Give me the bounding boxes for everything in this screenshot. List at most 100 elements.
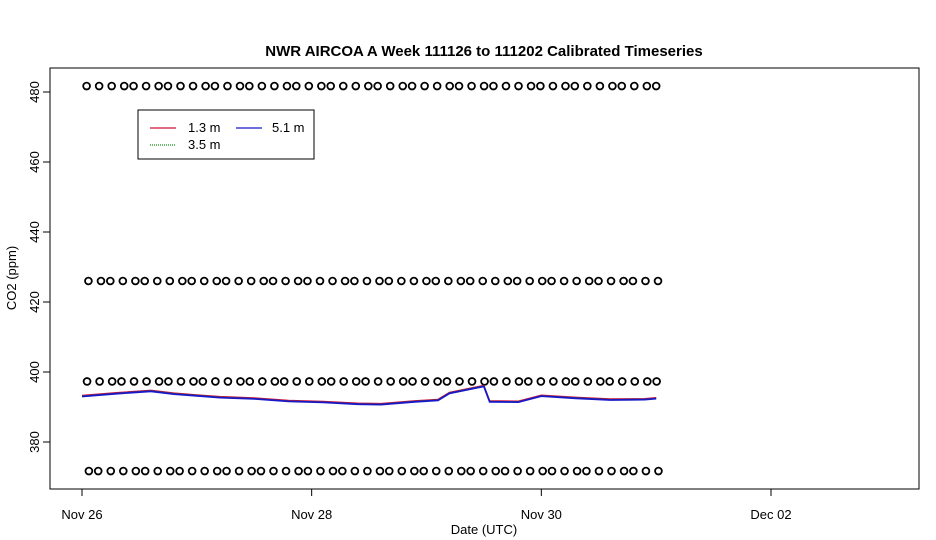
scatter-point bbox=[480, 377, 489, 386]
series-line-5-1-m bbox=[81, 385, 657, 406]
scatter-point bbox=[419, 466, 428, 476]
scatter-point bbox=[187, 276, 196, 286]
scatter-point bbox=[188, 81, 198, 91]
scatter-point bbox=[140, 466, 150, 476]
scatter-point bbox=[456, 276, 466, 286]
scatter-point bbox=[94, 81, 104, 91]
scatter-point bbox=[617, 377, 627, 386]
scatter-point bbox=[246, 276, 256, 286]
scatter-point bbox=[654, 466, 663, 476]
scatter-point bbox=[268, 276, 278, 286]
scatter-point bbox=[245, 81, 254, 91]
scatter-point bbox=[93, 466, 103, 476]
scatter-point bbox=[537, 276, 547, 286]
scatter-point bbox=[259, 276, 269, 286]
scatter-point bbox=[444, 276, 453, 286]
scatter-point bbox=[466, 466, 475, 476]
scatter-point bbox=[560, 466, 569, 476]
scatter-point bbox=[584, 276, 594, 286]
scatter-point bbox=[221, 276, 231, 286]
scatter-point bbox=[512, 276, 522, 286]
scatter-point bbox=[491, 466, 501, 476]
scatter-point bbox=[422, 276, 431, 286]
scatter-point bbox=[258, 377, 267, 386]
scatter-point bbox=[256, 466, 266, 476]
scatter-point bbox=[596, 377, 605, 386]
scatter-point bbox=[119, 81, 129, 91]
scatter-point bbox=[270, 81, 279, 91]
scatter-point bbox=[210, 81, 220, 91]
scatter-point bbox=[187, 466, 197, 476]
scatter-point bbox=[222, 466, 231, 476]
scatter-point bbox=[82, 81, 91, 91]
scatter-point bbox=[630, 377, 640, 386]
scatter-point bbox=[629, 466, 638, 476]
scatter-point bbox=[363, 466, 372, 476]
plot-frame bbox=[49, 67, 920, 490]
scatter-point bbox=[201, 81, 210, 91]
scatter-point bbox=[165, 466, 175, 476]
scatter-point bbox=[152, 276, 162, 286]
y-tick-label-4: 460 bbox=[27, 151, 42, 173]
scatter-point bbox=[408, 377, 417, 386]
scatter-point bbox=[594, 466, 604, 476]
scatter-point bbox=[176, 377, 186, 386]
scatter-point bbox=[514, 81, 523, 91]
scatter-point bbox=[189, 377, 198, 386]
scatter-point bbox=[131, 466, 141, 476]
scatter-point bbox=[316, 466, 325, 476]
scatter-point bbox=[652, 377, 661, 386]
scatter-point bbox=[338, 466, 347, 476]
scatter-point bbox=[326, 81, 335, 91]
legend-label-1-3m: 1.3 m bbox=[188, 120, 221, 135]
scatter-point bbox=[570, 377, 580, 386]
scatter-point bbox=[328, 276, 337, 286]
scatter-point bbox=[338, 81, 348, 91]
scatter-point bbox=[281, 276, 290, 286]
scatter-point bbox=[384, 466, 394, 476]
legend-label-3-5m: 3.5 m bbox=[188, 137, 221, 152]
scatter-point bbox=[328, 466, 338, 476]
scatter-point bbox=[607, 466, 616, 476]
scatter-point bbox=[153, 466, 163, 476]
scatter-point bbox=[642, 377, 652, 386]
y-axis: 380 400 420 440 460 480 bbox=[27, 81, 50, 453]
scatter-point bbox=[594, 276, 603, 286]
scatter-point bbox=[235, 81, 245, 91]
scatter-point bbox=[500, 466, 510, 476]
scatter-point bbox=[317, 377, 327, 386]
scatter-point bbox=[142, 377, 151, 386]
x-tick-label-1: Nov 28 bbox=[291, 507, 332, 522]
scatter-point bbox=[561, 377, 571, 386]
scatter-point bbox=[420, 81, 429, 91]
scatter-point bbox=[433, 377, 442, 386]
scatter-point bbox=[455, 377, 464, 386]
scatter-point bbox=[548, 81, 558, 91]
scatter-point bbox=[514, 377, 524, 386]
y-axis-label: CO2 (ppm) bbox=[4, 246, 19, 310]
scatter-point bbox=[583, 377, 593, 386]
scatter-point bbox=[141, 81, 151, 91]
scatter-point bbox=[282, 81, 292, 91]
scatter-point bbox=[106, 276, 115, 286]
scatter-point bbox=[457, 466, 466, 476]
scatter-point bbox=[351, 81, 361, 91]
scatter-point bbox=[606, 276, 616, 286]
legend: 1.3 m 3.5 m 5.1 m bbox=[137, 109, 315, 160]
y-tick-label-5: 480 bbox=[27, 81, 42, 103]
scatter-point bbox=[200, 466, 209, 476]
scatter-point bbox=[629, 81, 639, 91]
scatter-point bbox=[362, 276, 372, 286]
scatter-point bbox=[84, 466, 94, 476]
scatter-point bbox=[211, 377, 220, 386]
scatter-point bbox=[583, 81, 592, 91]
series-lines bbox=[81, 384, 657, 406]
x-tick-label-0: Nov 26 bbox=[61, 507, 102, 522]
scatter-point bbox=[212, 276, 222, 286]
scatter-points bbox=[82, 81, 663, 476]
y-tick-label-1: 400 bbox=[27, 361, 42, 383]
scatter-point bbox=[163, 81, 173, 91]
scatter-point bbox=[315, 276, 325, 286]
scatter-point bbox=[350, 466, 360, 476]
scatter-point bbox=[175, 466, 184, 476]
